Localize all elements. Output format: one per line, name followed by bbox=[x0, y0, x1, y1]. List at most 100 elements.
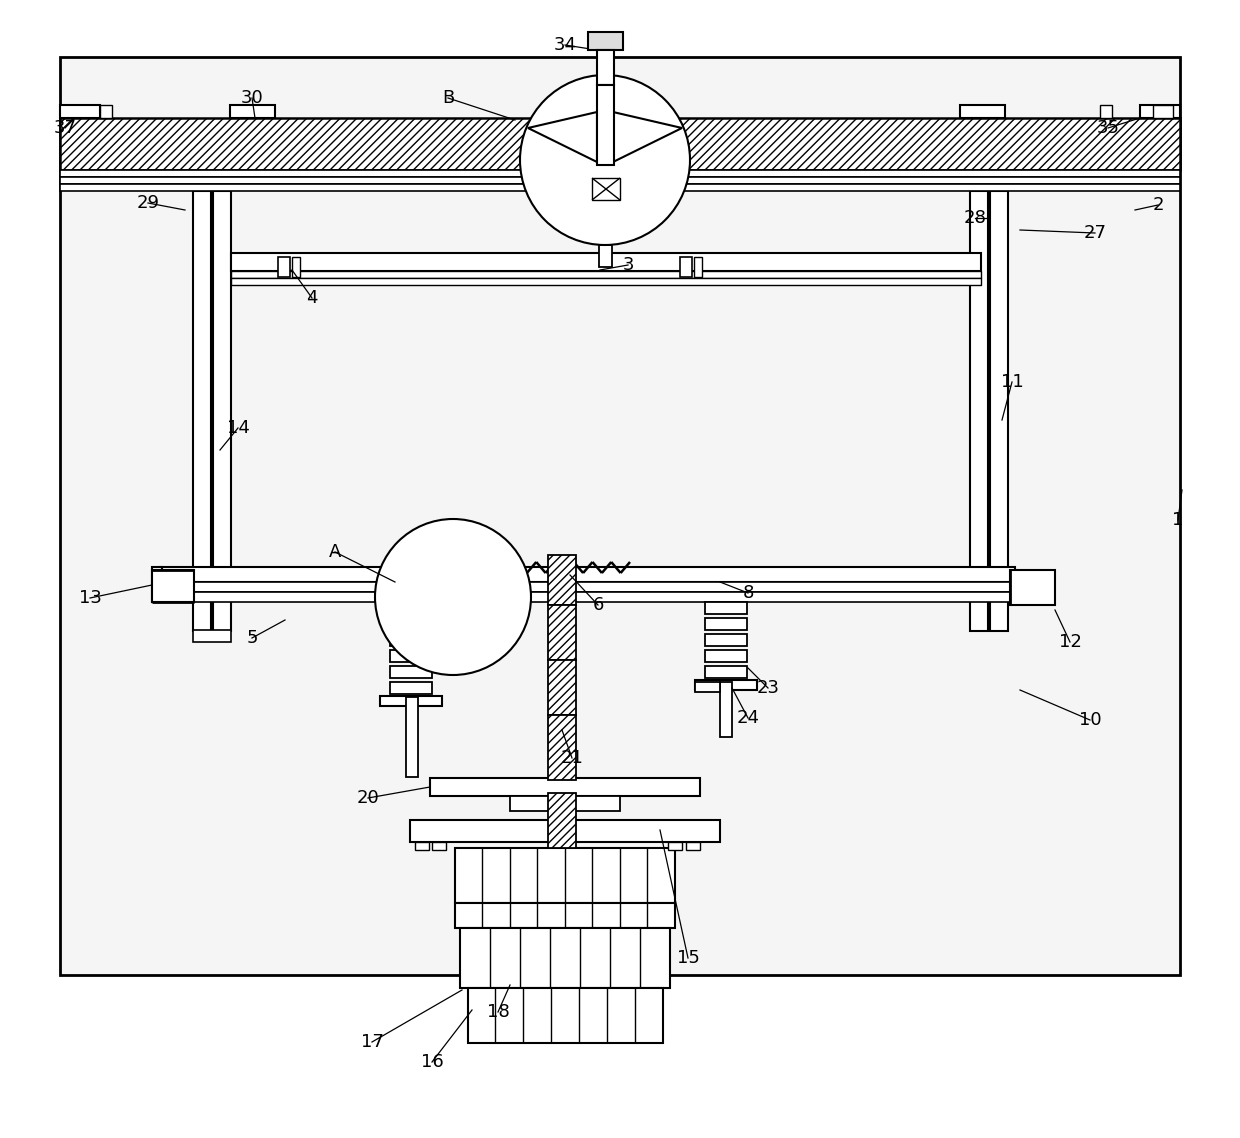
Bar bbox=[160, 582, 1016, 592]
Text: 15: 15 bbox=[677, 949, 699, 967]
Bar bbox=[391, 682, 432, 694]
Bar bbox=[213, 191, 231, 630]
Bar bbox=[694, 257, 702, 277]
Bar bbox=[1011, 570, 1055, 605]
Bar bbox=[588, 32, 622, 50]
Bar bbox=[153, 570, 193, 602]
Polygon shape bbox=[528, 112, 596, 162]
Bar bbox=[60, 170, 1180, 178]
Text: 11: 11 bbox=[1001, 373, 1023, 391]
Text: 5: 5 bbox=[247, 629, 258, 648]
Text: 13: 13 bbox=[78, 589, 102, 607]
Bar bbox=[60, 105, 100, 118]
Bar bbox=[706, 650, 746, 662]
Bar bbox=[548, 793, 577, 848]
Bar bbox=[231, 278, 981, 284]
Polygon shape bbox=[613, 112, 682, 162]
Bar bbox=[410, 820, 720, 842]
Bar bbox=[548, 605, 577, 660]
Bar bbox=[548, 660, 577, 715]
Text: 34: 34 bbox=[553, 36, 577, 53]
Text: 28: 28 bbox=[963, 209, 987, 226]
Text: 24: 24 bbox=[737, 709, 759, 727]
Bar bbox=[1153, 105, 1173, 118]
Text: 6: 6 bbox=[593, 596, 604, 615]
Bar bbox=[596, 85, 614, 165]
Circle shape bbox=[520, 75, 689, 245]
Bar bbox=[391, 650, 432, 662]
Bar bbox=[706, 602, 746, 615]
Text: 17: 17 bbox=[361, 1033, 383, 1052]
Bar bbox=[60, 184, 1180, 191]
Text: 1: 1 bbox=[1172, 511, 1184, 529]
Bar bbox=[686, 842, 701, 850]
Bar bbox=[1140, 105, 1180, 118]
Text: 29: 29 bbox=[136, 193, 160, 212]
Bar bbox=[596, 50, 614, 85]
Bar bbox=[668, 842, 682, 850]
Bar bbox=[391, 634, 432, 646]
Bar bbox=[548, 555, 577, 605]
Text: B: B bbox=[441, 89, 454, 107]
Text: 8: 8 bbox=[743, 584, 754, 602]
Bar bbox=[990, 191, 1008, 630]
Bar bbox=[229, 105, 275, 118]
Text: 2: 2 bbox=[1152, 196, 1164, 214]
Bar bbox=[432, 842, 446, 850]
Text: 20: 20 bbox=[357, 789, 379, 807]
Bar bbox=[379, 696, 441, 706]
Text: 4: 4 bbox=[306, 289, 317, 307]
Bar bbox=[391, 602, 432, 615]
Text: 23: 23 bbox=[756, 679, 780, 696]
Bar bbox=[60, 178, 1180, 184]
Bar bbox=[455, 902, 675, 927]
Bar bbox=[291, 257, 300, 277]
Bar bbox=[510, 795, 620, 811]
Bar bbox=[599, 245, 613, 267]
Bar bbox=[1100, 105, 1112, 118]
Bar bbox=[694, 681, 756, 690]
Text: 14: 14 bbox=[227, 419, 249, 437]
Bar bbox=[193, 630, 231, 642]
Bar bbox=[970, 191, 988, 630]
Bar bbox=[430, 778, 701, 795]
Bar bbox=[960, 105, 1004, 118]
Text: 3: 3 bbox=[622, 256, 634, 274]
Bar bbox=[278, 257, 290, 277]
Text: 12: 12 bbox=[1059, 633, 1081, 651]
Text: 18: 18 bbox=[486, 1003, 510, 1021]
Bar bbox=[548, 715, 577, 780]
Bar bbox=[391, 666, 432, 678]
Bar bbox=[160, 592, 1016, 602]
Bar bbox=[160, 567, 1016, 582]
Bar bbox=[467, 988, 663, 1044]
Bar bbox=[720, 682, 732, 737]
Bar bbox=[591, 178, 620, 200]
Text: 35: 35 bbox=[1096, 119, 1120, 137]
Bar bbox=[455, 848, 675, 902]
Text: 37: 37 bbox=[53, 119, 77, 137]
Bar bbox=[405, 696, 418, 777]
Bar bbox=[60, 118, 1180, 170]
Text: A: A bbox=[329, 543, 341, 561]
Text: 10: 10 bbox=[1079, 711, 1101, 729]
Bar bbox=[391, 618, 432, 630]
Bar bbox=[460, 927, 670, 988]
Text: 27: 27 bbox=[1084, 224, 1106, 242]
Bar bbox=[231, 253, 981, 271]
Bar bbox=[193, 191, 211, 630]
Bar bbox=[100, 105, 112, 118]
Text: 30: 30 bbox=[241, 89, 263, 107]
Bar bbox=[694, 682, 720, 692]
Bar bbox=[680, 257, 692, 277]
Bar bbox=[60, 57, 1180, 975]
Bar bbox=[415, 842, 429, 850]
Bar bbox=[706, 634, 746, 646]
Bar bbox=[231, 271, 981, 278]
Text: 21: 21 bbox=[560, 749, 584, 767]
Text: 16: 16 bbox=[420, 1053, 444, 1071]
Bar bbox=[706, 618, 746, 630]
Circle shape bbox=[374, 519, 531, 675]
Bar bbox=[706, 666, 746, 678]
Bar bbox=[153, 567, 162, 602]
